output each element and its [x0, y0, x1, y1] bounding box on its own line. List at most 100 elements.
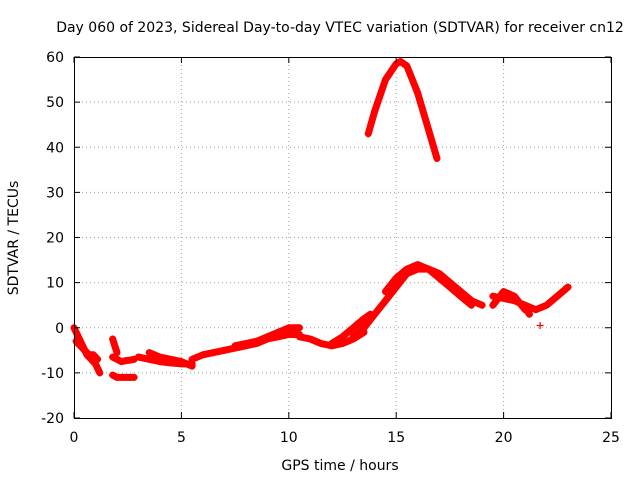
data-point [231, 342, 239, 350]
data-point [371, 310, 379, 318]
y-tick-label: 40 [46, 140, 64, 156]
y-tick-label: 50 [46, 95, 64, 111]
data-point [364, 130, 372, 138]
data-point [89, 351, 97, 359]
y-axis-label: SDTVAR / TECUs [6, 181, 22, 296]
x-tick-label: 0 [70, 430, 79, 446]
data-point [536, 321, 544, 329]
series-arc-4 [109, 371, 138, 381]
grid-layer [74, 57, 611, 418]
data-point [109, 371, 117, 379]
data-point [113, 355, 121, 363]
data-point [414, 89, 422, 97]
data-point [109, 353, 117, 361]
series-arc-5 [109, 335, 121, 357]
data-point [296, 333, 304, 341]
series-arc-7 [145, 349, 196, 370]
series-band [504, 292, 533, 318]
data-point [188, 362, 196, 370]
data-point [220, 346, 228, 354]
data-point [199, 351, 207, 359]
data-point [504, 292, 512, 300]
y-tick-label: 30 [46, 185, 64, 201]
data-point [339, 333, 346, 341]
data-point [339, 340, 346, 348]
x-tick-label: 25 [602, 430, 620, 446]
data-point [553, 292, 561, 300]
x-tick-label: 15 [387, 430, 405, 446]
data-point [113, 373, 121, 381]
data-point [467, 297, 475, 305]
y-tick-label: 60 [46, 50, 64, 66]
x-tick-label: 20 [495, 430, 513, 446]
data-point [253, 337, 261, 345]
series-band [72, 337, 102, 363]
data-point [96, 369, 104, 377]
data-point [403, 265, 411, 273]
data-point [210, 349, 218, 357]
data-point [381, 288, 389, 296]
data-point [274, 328, 282, 336]
data-point [349, 324, 357, 332]
data-point [521, 303, 529, 311]
data-point [167, 355, 175, 363]
y-tick-label: 10 [46, 276, 64, 292]
series-arc-14 [424, 265, 475, 305]
data-point [396, 58, 404, 66]
x-tick-label: 10 [280, 430, 298, 446]
data-point [403, 62, 411, 70]
data-point [109, 335, 117, 343]
data-point [381, 297, 389, 305]
data-point [500, 288, 508, 296]
data-point [424, 265, 432, 273]
data-point [489, 292, 497, 300]
data-point [371, 107, 379, 115]
data-point [145, 355, 153, 363]
chart-title: Day 060 of 2023, Sidereal Day-to-day VTE… [56, 20, 624, 36]
series-arc-3 [109, 353, 138, 366]
data-point [414, 261, 422, 269]
data-point [134, 353, 142, 361]
data-point [242, 340, 250, 348]
data-point [130, 373, 138, 381]
data-point [119, 373, 127, 381]
data-point [457, 288, 465, 296]
data-point [532, 306, 540, 314]
series-arc-18 [364, 58, 441, 163]
data-point [126, 356, 134, 364]
data-point [117, 358, 125, 366]
data-point [433, 155, 441, 163]
data-point [94, 364, 102, 372]
data-point [564, 283, 572, 291]
data-point [328, 340, 336, 348]
data-point [72, 337, 80, 345]
data-point [76, 342, 84, 350]
tick-layer: 0 5 10 15 20 25 -20 -10 0 10 20 30 40 50 60 [41, 50, 620, 446]
data-point [285, 324, 293, 332]
data-point [145, 349, 153, 357]
data-point [177, 358, 185, 366]
data-point [317, 340, 325, 348]
data-point [360, 315, 368, 323]
series-arc-2 [72, 337, 102, 363]
data-point [296, 324, 304, 332]
series-arc-17 [504, 292, 533, 318]
data-point [306, 335, 314, 343]
data-point [285, 331, 293, 339]
x-tick-label: 5 [177, 430, 186, 446]
marks-layer [70, 58, 572, 381]
data-point [381, 76, 389, 84]
data-point [543, 301, 551, 309]
y-tick-label: -10 [41, 366, 64, 382]
series-arc-11 [328, 310, 374, 348]
x-axis-label: GPS time / hours [281, 458, 398, 474]
data-point [435, 270, 443, 278]
data-point [188, 355, 196, 363]
y-tick-label: -20 [41, 411, 64, 427]
series-arc-15 [489, 283, 572, 314]
data-point [512, 297, 520, 305]
data-point [111, 342, 119, 350]
data-point [81, 346, 89, 354]
